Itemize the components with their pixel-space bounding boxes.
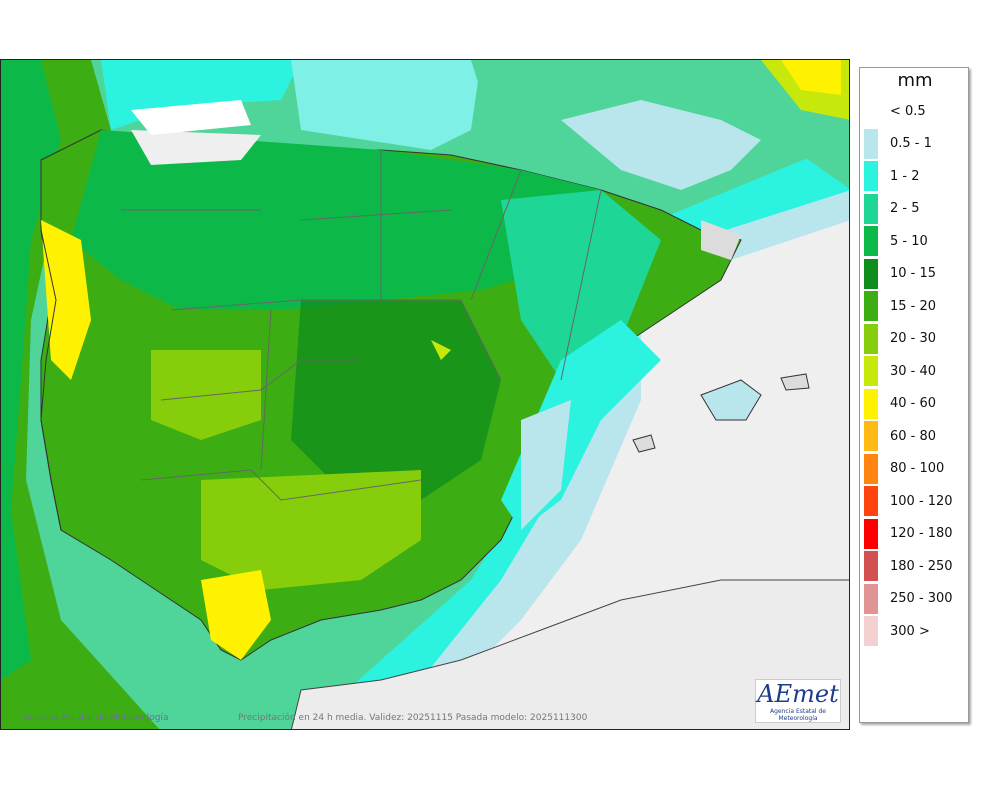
logo-brand: AEmet: [757, 680, 839, 708]
central-spot: [431, 340, 451, 360]
legend-item: 300 >: [864, 616, 930, 646]
galicia-yellow: [41, 220, 91, 380]
legend-label: 40 - 60: [890, 396, 937, 411]
legend-label: 20 - 30: [890, 331, 937, 346]
legend-swatch: [864, 323, 878, 354]
legend-label: 2 - 5: [890, 201, 920, 216]
biscay-cyan: [291, 60, 481, 150]
legend-item: < 0.5: [864, 96, 926, 126]
legend-label: 60 - 80: [890, 428, 937, 444]
legend-label: 1 - 2: [890, 168, 920, 184]
legend-item: 20 - 30: [864, 323, 937, 354]
legend-item: 2 - 5: [864, 193, 920, 224]
legend-item: 120 - 180: [864, 518, 953, 549]
legend-swatch: [864, 583, 878, 614]
legend-swatch: [864, 616, 878, 646]
legend-swatch: [864, 226, 878, 256]
legend-swatch: [864, 551, 878, 581]
mallorca-island: [700, 379, 762, 421]
legend-unit: mm: [897, 70, 933, 91]
legend-label: 120 - 180: [890, 526, 953, 541]
legend-label: < 0.5: [890, 103, 926, 119]
ibiza-island: [632, 434, 656, 453]
north-green-zone: [71, 130, 601, 310]
legend-swatch: [864, 193, 878, 224]
legend-swatch: [864, 486, 878, 516]
legend-label: 5 - 10: [890, 233, 928, 249]
legend-label: 10 - 15: [890, 266, 937, 281]
legend-swatch: [864, 388, 878, 419]
legend-item: 60 - 80: [864, 421, 936, 451]
legend-item: 5 - 10: [864, 226, 928, 256]
cantabric-dry: [131, 130, 261, 165]
legend-label: 300 >: [890, 623, 930, 639]
alps-rain-core: [781, 60, 841, 95]
menorca-island: [780, 373, 810, 391]
legend-item: 30 - 40: [864, 356, 936, 386]
legend-label: 30 - 40: [890, 363, 937, 379]
legend-swatch: [864, 453, 878, 484]
map-credit: Agencia Estatal de Meteorología: [23, 713, 169, 723]
legend-item: 1 - 2: [864, 161, 920, 191]
france-lightblue: [561, 100, 761, 190]
legend-item: 80 - 100: [864, 453, 945, 484]
east-coast-lightblue: [521, 400, 571, 530]
legend-item: 250 - 300: [864, 583, 953, 614]
legend-label: 250 - 300: [890, 591, 953, 606]
legend-label: 100 - 120: [890, 493, 953, 509]
region-boundaries: [121, 150, 602, 501]
legend-swatch: [864, 128, 878, 159]
legend-swatch: [864, 161, 878, 191]
north-africa-land: [290, 579, 849, 729]
legend-label: 0.5 - 1: [890, 136, 932, 151]
legend-item: 15 - 20: [864, 291, 936, 321]
legend-label: 180 - 250: [890, 558, 953, 574]
aemet-logo: AEmet Agencia Estatal de Meteorología: [755, 679, 841, 723]
legend-swatch: [864, 518, 878, 549]
legend-item: 180 - 250: [864, 551, 953, 581]
legend-item: 0.5 - 1: [864, 128, 932, 159]
map-validity-info: Precipitación en 24 h media. Validez: 20…: [238, 713, 588, 723]
precipitation-legend: mm < 0.5 0.5 - 1 1 - 2 2 - 5 5 - 10 10 - 15 15…: [859, 67, 969, 723]
legend-label: 15 - 20: [890, 298, 937, 314]
legend-swatch: [864, 258, 878, 289]
legend-swatch: [864, 96, 878, 126]
andalusia-zone: [201, 470, 421, 590]
atlantic-rain-band-west: [1, 60, 61, 680]
catalonia-dry: [701, 220, 741, 260]
portugal-coast: [40, 229, 62, 531]
gibraltar-yellow: [201, 570, 271, 660]
precipitation-map: Agencia Estatal de Meteorología Precipit…: [0, 59, 850, 730]
legend-swatch: [864, 291, 878, 321]
biscay-no-rain: [131, 100, 251, 135]
map-canvas: [1, 60, 849, 729]
legend-item: 100 - 120: [864, 486, 953, 516]
legend-item: 40 - 60: [864, 388, 937, 419]
legend-item: 10 - 15: [864, 258, 937, 289]
legend-swatch: [864, 421, 878, 451]
legend-swatch: [864, 356, 878, 386]
logo-subtitle: Agencia Estatal de Meteorología: [769, 708, 826, 722]
legend-label: 80 - 100: [890, 461, 945, 476]
